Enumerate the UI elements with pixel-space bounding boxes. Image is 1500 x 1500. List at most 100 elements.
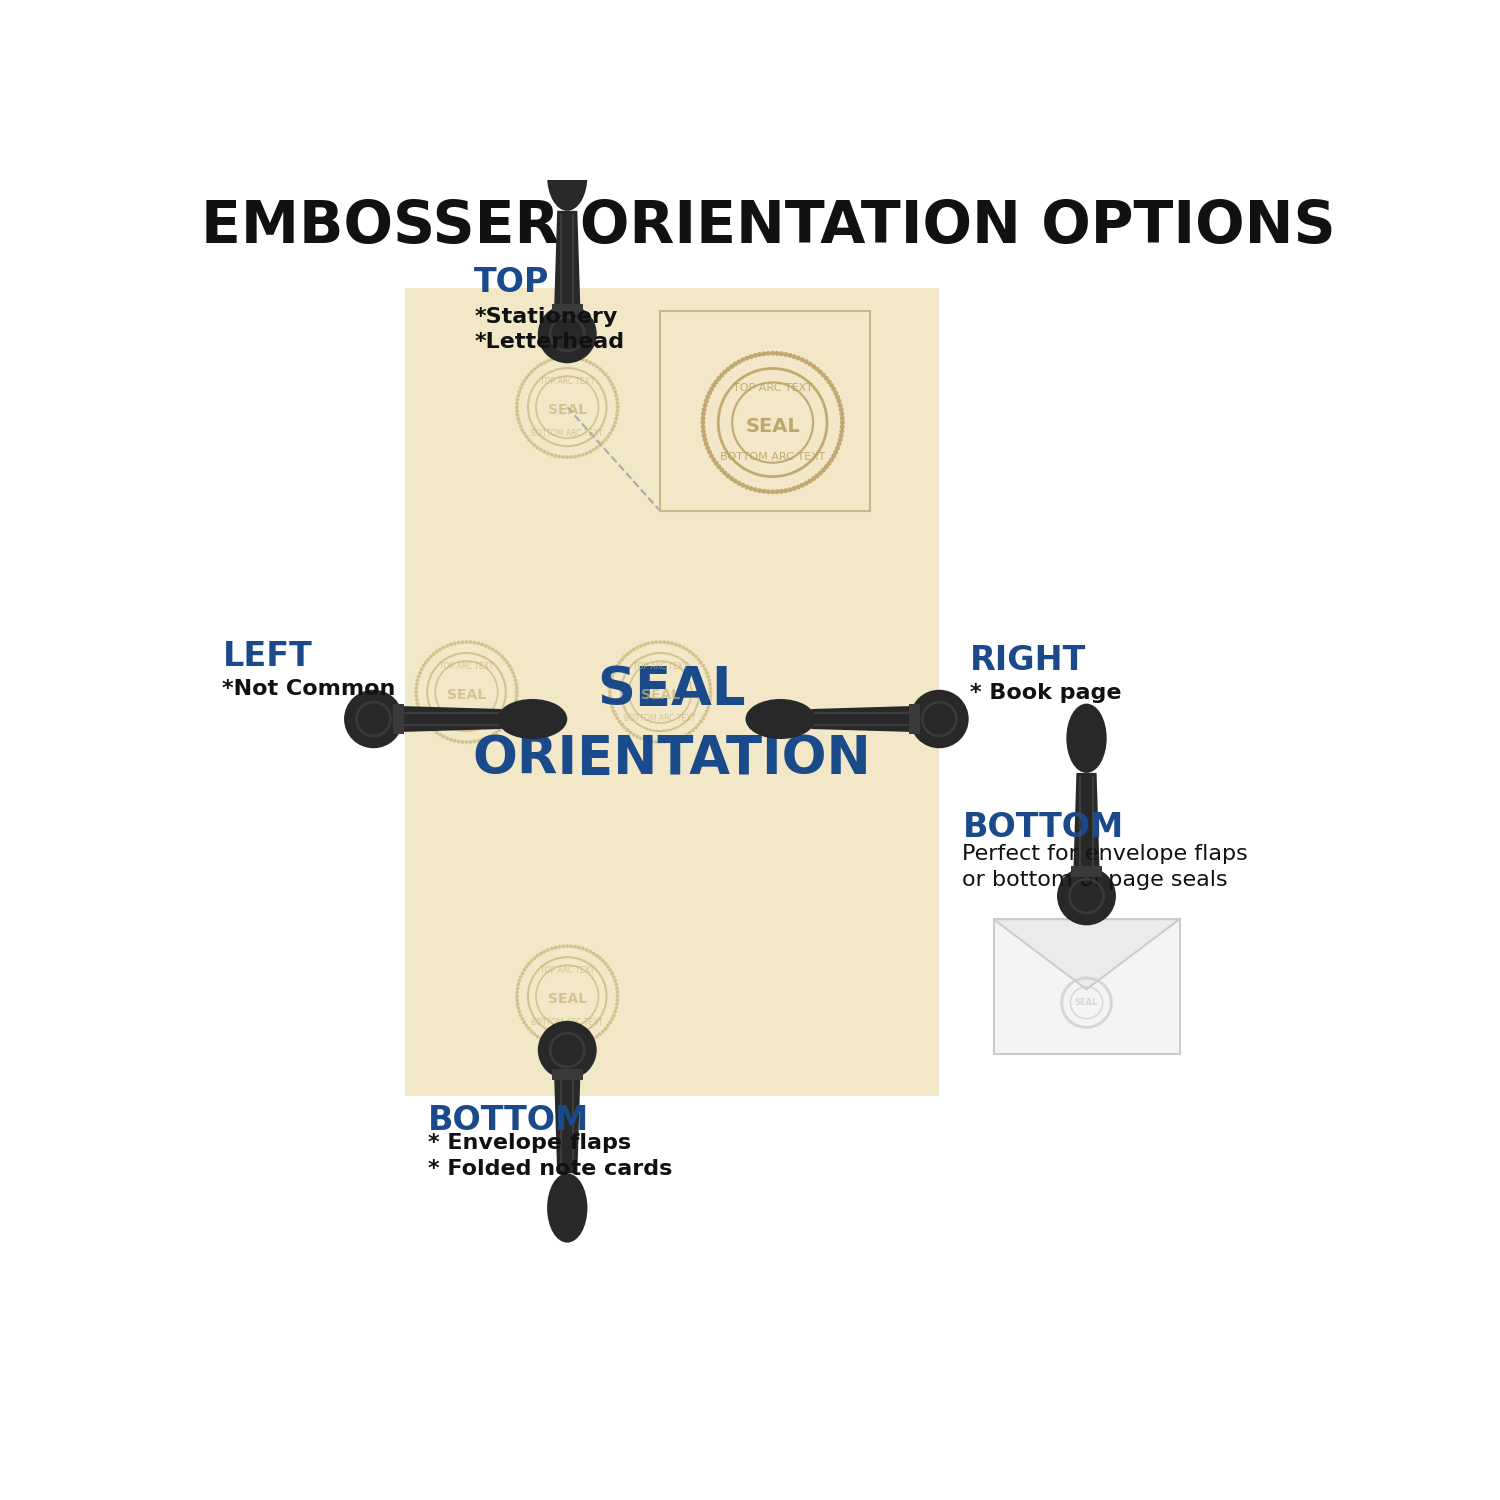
Circle shape (420, 668, 423, 672)
Circle shape (778, 489, 784, 494)
Circle shape (681, 735, 686, 738)
Circle shape (706, 675, 710, 678)
Circle shape (1082, 976, 1086, 980)
Circle shape (696, 723, 700, 726)
Circle shape (522, 380, 526, 382)
Circle shape (744, 484, 750, 489)
Text: TOP ARC TEXT: TOP ARC TEXT (440, 662, 494, 670)
Circle shape (596, 446, 598, 450)
Circle shape (416, 702, 420, 705)
Circle shape (538, 951, 543, 956)
Circle shape (748, 354, 753, 358)
Circle shape (494, 650, 498, 654)
Circle shape (804, 360, 808, 364)
Circle shape (519, 386, 522, 390)
Circle shape (614, 980, 616, 982)
Ellipse shape (548, 1173, 588, 1242)
Circle shape (622, 726, 627, 729)
Circle shape (1095, 1023, 1098, 1028)
Circle shape (614, 712, 618, 717)
Circle shape (472, 640, 477, 645)
Circle shape (514, 682, 517, 686)
Ellipse shape (1066, 704, 1107, 772)
Circle shape (573, 356, 578, 360)
Circle shape (708, 690, 712, 694)
Circle shape (543, 1040, 546, 1042)
Circle shape (500, 726, 504, 729)
Circle shape (460, 740, 465, 744)
Circle shape (1107, 1014, 1110, 1017)
Circle shape (516, 987, 519, 990)
Circle shape (538, 304, 597, 363)
Circle shape (446, 644, 448, 648)
Circle shape (344, 690, 404, 748)
Circle shape (699, 660, 703, 664)
Circle shape (1064, 1014, 1066, 1017)
Circle shape (800, 357, 806, 363)
Circle shape (514, 698, 517, 702)
Circle shape (448, 642, 453, 646)
Circle shape (837, 399, 842, 404)
Circle shape (516, 398, 519, 400)
Circle shape (758, 488, 762, 494)
Circle shape (615, 410, 620, 413)
Circle shape (720, 372, 724, 378)
Circle shape (824, 465, 830, 470)
Circle shape (606, 376, 610, 380)
Circle shape (628, 730, 633, 735)
Circle shape (610, 705, 615, 710)
Circle shape (453, 740, 456, 742)
Circle shape (1108, 1007, 1113, 1010)
Circle shape (585, 452, 588, 456)
Polygon shape (993, 920, 1179, 1054)
Circle shape (416, 698, 419, 702)
Text: BOTTOM ARC TEXT: BOTTOM ARC TEXT (531, 429, 603, 438)
Circle shape (753, 352, 758, 358)
Circle shape (1066, 1017, 1070, 1022)
Circle shape (438, 648, 442, 651)
Circle shape (538, 448, 543, 452)
Circle shape (1102, 984, 1107, 988)
Circle shape (570, 945, 573, 948)
Circle shape (554, 454, 558, 458)
Circle shape (438, 734, 442, 736)
Circle shape (837, 404, 843, 408)
Circle shape (646, 740, 651, 742)
Circle shape (608, 694, 612, 698)
Circle shape (536, 446, 540, 450)
Circle shape (723, 369, 728, 375)
Circle shape (510, 712, 513, 717)
Circle shape (510, 668, 513, 672)
Circle shape (591, 951, 596, 956)
Circle shape (520, 972, 525, 975)
Circle shape (705, 394, 711, 399)
Circle shape (598, 368, 602, 370)
Circle shape (796, 484, 801, 489)
Circle shape (766, 489, 771, 494)
Circle shape (654, 640, 658, 644)
Circle shape (514, 690, 519, 694)
Circle shape (837, 441, 842, 447)
Circle shape (615, 1002, 620, 1007)
Circle shape (821, 372, 827, 378)
Circle shape (1096, 1023, 1101, 1026)
Circle shape (561, 1044, 566, 1048)
Circle shape (1102, 1017, 1107, 1022)
Circle shape (1096, 980, 1101, 982)
Circle shape (484, 736, 488, 740)
Circle shape (706, 705, 710, 710)
Circle shape (815, 474, 819, 478)
Circle shape (448, 738, 453, 741)
Circle shape (596, 1035, 598, 1038)
Circle shape (1110, 1000, 1113, 1005)
Circle shape (424, 720, 427, 723)
Circle shape (538, 1036, 543, 1041)
Circle shape (615, 987, 620, 990)
Circle shape (815, 366, 819, 372)
Circle shape (490, 648, 495, 651)
Circle shape (812, 476, 816, 482)
Circle shape (1108, 996, 1113, 999)
Circle shape (1101, 1020, 1106, 1023)
Circle shape (602, 958, 604, 963)
Circle shape (729, 364, 734, 369)
